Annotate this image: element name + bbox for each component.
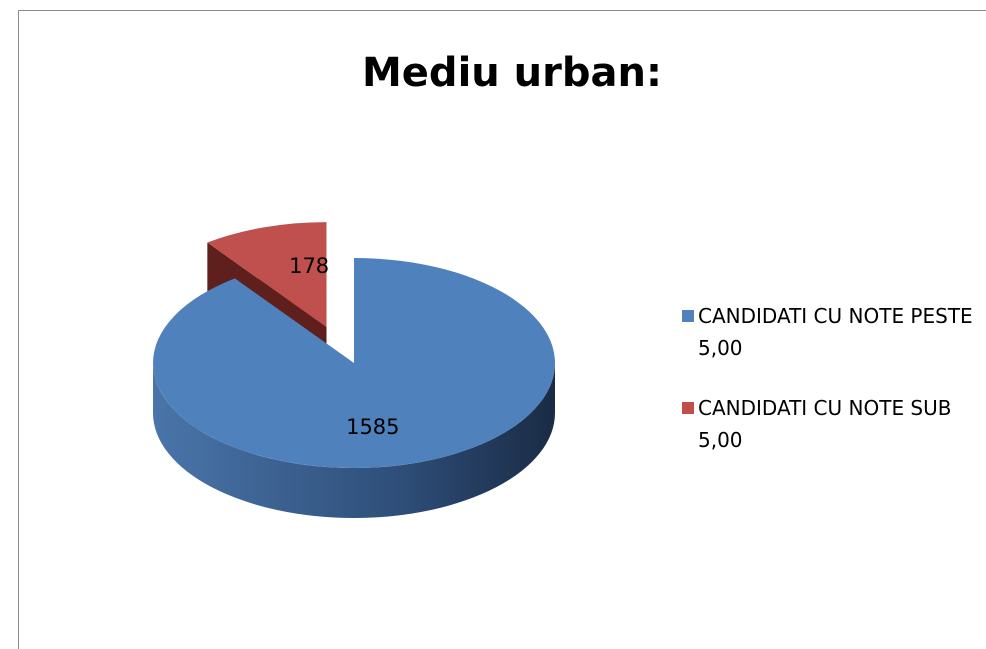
legend-label: CANDIDATI CU NOTE SUB 5,00 — [698, 396, 952, 452]
data-label: 1585 — [346, 415, 399, 439]
legend-item: CANDIDATI CU NOTE SUB 5,00 — [682, 392, 974, 456]
legend-label: CANDIDATI CU NOTE PESTE 5,00 — [698, 304, 973, 360]
slice-side — [153, 363, 555, 518]
chart-title: Mediu urban: — [362, 50, 662, 96]
legend-swatch — [682, 310, 694, 322]
slice — [153, 258, 556, 468]
legend-item: CANDIDATI CU NOTE PESTE 5,00 — [682, 300, 974, 364]
data-label: 178 — [289, 254, 329, 278]
pie: 178 1585 — [153, 222, 556, 518]
slice — [207, 222, 327, 328]
legend-swatch — [682, 402, 694, 414]
